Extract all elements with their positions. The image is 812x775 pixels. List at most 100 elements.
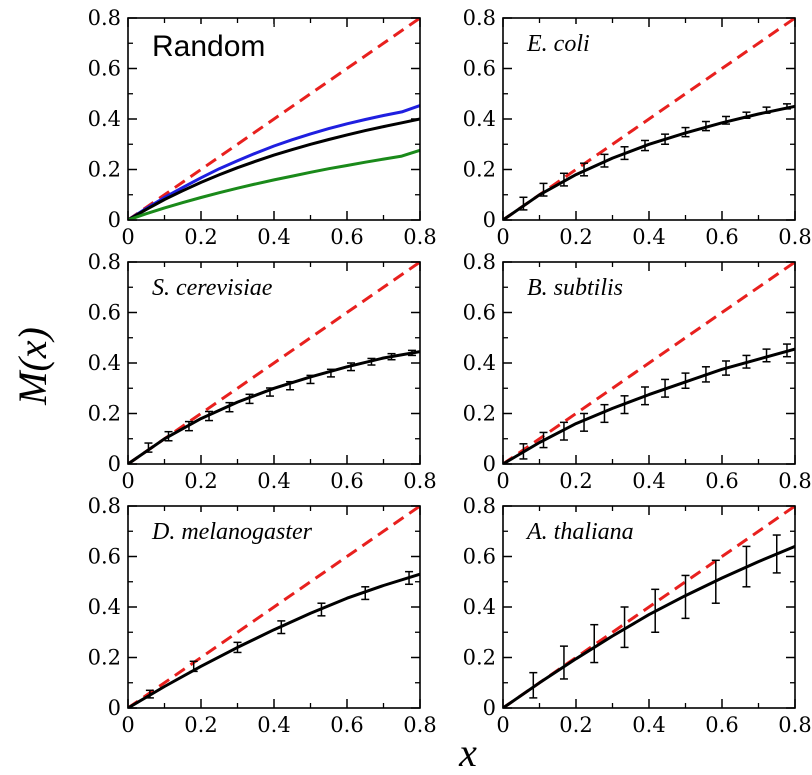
- panel-2: 0 0.2 0.4 0.6 0.8 0 0.2 0.4 0.6 0.8 E. coli: [463, 6, 812, 249]
- x-tick-label: 0.2: [184, 225, 217, 249]
- x-tick-label: 0.6: [330, 713, 363, 737]
- x-tick-label: 0.6: [330, 469, 363, 493]
- y-tick-label: 0: [483, 452, 496, 476]
- series-solid-black: [128, 117, 420, 220]
- panel-title: S. cerevisiae: [152, 275, 273, 301]
- panel-title-bg: [519, 268, 632, 304]
- panel-title: E. coli: [526, 31, 590, 57]
- y-tick-label: 0.2: [88, 402, 121, 426]
- plot-frame: [502, 17, 796, 221]
- panel-data: [128, 260, 420, 464]
- plot-frame: [127, 505, 421, 709]
- y-tick-label: 0: [108, 208, 121, 232]
- x-tick-label: 0.2: [184, 713, 217, 737]
- y-tick-label: 0: [108, 696, 121, 720]
- y-tick-label: 0.4: [463, 107, 496, 131]
- y-tick-label: 0.2: [463, 158, 496, 182]
- x-tick-label: 0.8: [778, 225, 811, 249]
- x-tick-label: 0.6: [705, 713, 738, 737]
- x-tick-label: 0: [496, 469, 509, 493]
- x-tick-label: 0.2: [559, 713, 592, 737]
- y-tick-label: 0.6: [463, 545, 496, 569]
- panel-data: [128, 504, 420, 708]
- x-tick-label: 0: [121, 225, 134, 249]
- y-tick-label: 0.2: [88, 158, 121, 182]
- y-tick-label: 0.8: [88, 250, 121, 274]
- panel-data: [503, 260, 795, 464]
- y-tick-label: 0: [483, 696, 496, 720]
- x-tick-label: 0.4: [257, 469, 290, 493]
- y-tick-label: 0.6: [463, 301, 496, 325]
- panel-data: [128, 16, 420, 220]
- plot-frame: [127, 17, 421, 221]
- x-tick-label: 0.4: [632, 469, 665, 493]
- y-tick-label: 0.4: [88, 595, 121, 619]
- y-tick-label: 0.4: [463, 351, 496, 375]
- series-solid-green: [128, 148, 420, 220]
- panel-title: Random: [152, 30, 265, 63]
- x-axis-title: x: [458, 730, 477, 775]
- y-tick-label: 0.6: [463, 57, 496, 81]
- series-dashed-red: [128, 504, 420, 708]
- y-tick-label: 0.8: [463, 6, 496, 30]
- y-tick-label: 0.8: [463, 250, 496, 274]
- x-tick-label: 0.8: [403, 469, 436, 493]
- panel-title-bg: [144, 512, 320, 548]
- x-tick-label: 0: [496, 225, 509, 249]
- x-tick-label: 0.2: [184, 469, 217, 493]
- series-dashed-red: [503, 16, 795, 220]
- plot-frame: [502, 505, 796, 709]
- y-tick-label: 0: [483, 208, 496, 232]
- x-tick-label: 0.2: [559, 225, 592, 249]
- x-tick-label: 0.8: [778, 713, 811, 737]
- series-solid-blue: [128, 104, 420, 220]
- series-solid-black: [503, 347, 795, 464]
- panel-data: [503, 504, 795, 708]
- series-solid-black: [503, 545, 795, 708]
- panel-title: D. melanogaster: [151, 519, 313, 545]
- x-tick-label: 0.6: [705, 469, 738, 493]
- x-tick-label: 0.4: [632, 225, 665, 249]
- series-solid-black: [128, 350, 420, 464]
- y-tick-label: 0.6: [88, 301, 121, 325]
- x-tick-label: 0.6: [330, 225, 363, 249]
- panel-title: B. subtilis: [527, 275, 623, 301]
- x-tick-label: 0: [496, 713, 509, 737]
- x-tick-label: 0.4: [257, 225, 290, 249]
- panel-title: A. thaliana: [525, 519, 634, 545]
- panel-6: 0 0.2 0.4 0.6 0.8 0 0.2 0.4 0.6 0.8 A. thaliana: [463, 494, 812, 737]
- y-axis-title: M(x): [10, 327, 55, 406]
- panel-3: 0 0.2 0.4 0.6 0.8 0 0.2 0.4 0.6 0.8 S. cerevisiae: [88, 250, 437, 493]
- x-tick-label: 0.4: [257, 713, 290, 737]
- plot-frame: [502, 261, 796, 465]
- series-dashed-red: [128, 16, 420, 220]
- panel-title-bg: [144, 268, 281, 304]
- panel-data: [503, 16, 795, 220]
- panel-4: 0 0.2 0.4 0.6 0.8 0 0.2 0.4 0.6 0.8 B. subtilis: [463, 250, 812, 493]
- y-tick-label: 0.6: [88, 57, 121, 81]
- y-tick-label: 0.4: [463, 595, 496, 619]
- x-tick-label: 0.6: [705, 225, 738, 249]
- y-tick-label: 0.8: [88, 6, 121, 30]
- panel-title-bg: [144, 24, 274, 68]
- panel-1: 0 0.2 0.4 0.6 0.8 0 0.2 0.4 0.6 0.8 Random: [88, 6, 437, 249]
- x-tick-label: 0: [121, 713, 134, 737]
- y-tick-label: 0.2: [463, 646, 496, 670]
- y-tick-label: 0.8: [88, 494, 121, 518]
- series-dashed-red: [503, 260, 795, 464]
- series-solid-black: [128, 572, 420, 708]
- y-tick-label: 0.4: [88, 107, 121, 131]
- x-tick-label: 0.2: [559, 469, 592, 493]
- plot-frame: [127, 261, 421, 465]
- x-tick-label: 0.8: [403, 225, 436, 249]
- x-tick-label: 0.8: [778, 469, 811, 493]
- y-tick-label: 0.2: [463, 402, 496, 426]
- y-tick-label: 0.6: [88, 545, 121, 569]
- y-tick-label: 0.4: [88, 351, 121, 375]
- panel-5: 0 0.2 0.4 0.6 0.8 0 0.2 0.4 0.6 0.8 D. melanogaste…: [88, 494, 437, 737]
- x-tick-label: 0.4: [632, 713, 665, 737]
- x-tick-label: 0: [121, 469, 134, 493]
- y-tick-label: 0.8: [463, 494, 496, 518]
